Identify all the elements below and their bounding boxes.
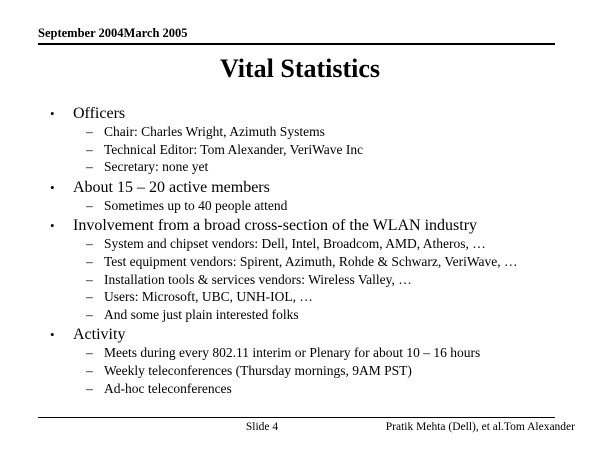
bullet-text: Chair: Charles Wright, Azimuth Systems [104, 124, 325, 139]
dash-icon: – [86, 141, 93, 157]
dash-icon: – [86, 345, 93, 361]
bullet-item-level2: – Test equipment vendors: Spirent, Azimut… [50, 253, 584, 271]
bullet-text: Technical Editor: Tom Alexander, VeriWav… [104, 141, 364, 157]
bullet-icon: • [50, 327, 55, 343]
bullet-item-level2: – And some just plain interested folks [50, 306, 584, 324]
header-date-text: September 2004March 2005 [38, 26, 188, 40]
slide-number: Slide 4 [245, 421, 279, 433]
dash-icon: – [86, 124, 93, 139]
bullet-item-level2: – System and chipset vendors: Dell, Intel… [50, 235, 584, 253]
bullet-text: Test equipment vendors: Spirent, Azimuth… [104, 253, 518, 269]
bullet-text: Weekly teleconferences (Thursday morning… [104, 362, 412, 378]
slide-header: September 2004March 2005 [38, 24, 555, 45]
bullet-item-level2: – Chair: Charles Wright, Azimuth Systems [50, 123, 584, 141]
bullet-text: And some just plain interested folks [104, 306, 299, 322]
bullet-text: System and chipset vendors: Dell, Intel,… [104, 236, 486, 252]
bullet-item-level2: – Installation tools & services vendors: … [50, 271, 584, 289]
bullet-item-level1: • Officers [50, 104, 584, 123]
dash-icon: – [86, 362, 93, 378]
bullet-text: Secretary: none yet [104, 159, 209, 175]
bullet-text: Meets during every 802.11 interim or Ple… [104, 345, 481, 361]
dash-icon: – [86, 380, 93, 396]
bullet-list: • Officers – Chair: Charles Wright, Azimuth… [50, 102, 584, 397]
bullet-text: Involvement from a broad cross-section o… [73, 217, 478, 235]
bullet-text: Activity [73, 326, 126, 344]
footer-divider [38, 417, 555, 418]
bullet-item-level1: • Involvement from a broad cross-section … [50, 216, 584, 235]
bullet-text: About 15 – 20 active members [73, 178, 270, 196]
bullet-item-level2: – Meets during every 802.11 interim or Pl… [50, 344, 584, 362]
bullet-item-level2: – Weekly teleconferences (Thursday mornin… [50, 362, 584, 380]
bullet-icon: • [50, 106, 55, 121]
bullet-icon: • [50, 179, 55, 195]
dash-icon: – [86, 159, 93, 175]
bullet-item-level2: – Technical Editor: Tom Alexander, VeriWa… [50, 141, 584, 159]
bullet-text: Ad-hoc teleconferences [104, 380, 232, 396]
bullet-text: Users: Microsoft, UBC, UNH-IOL, … [104, 289, 313, 305]
bullet-item-level1: • Activity [50, 325, 584, 344]
dash-icon: – [86, 253, 93, 269]
footer-authors: Pratik Mehta (Dell), et al.Tom Alexander [385, 421, 575, 433]
dash-icon: – [86, 271, 93, 287]
bullet-item-level2: – Sometimes up to 40 people attend [50, 197, 584, 215]
dash-icon: – [86, 236, 93, 252]
dash-icon: – [86, 289, 93, 305]
bullet-item-level2: – Users: Microsoft, UBC, UNH-IOL, … [50, 288, 584, 306]
bullet-item-level2: – Secretary: none yet [50, 158, 584, 176]
bullet-icon: • [50, 218, 55, 234]
dash-icon: – [86, 197, 93, 213]
bullet-text: Sometimes up to 40 people attend [104, 197, 288, 213]
bullet-text: Officers [73, 105, 126, 122]
bullet-item-level1: • About 15 – 20 active members [50, 178, 584, 197]
bullet-text: Installation tools & services vendors: W… [104, 271, 412, 287]
bullet-item-level2: – Ad-hoc teleconferences [50, 380, 584, 398]
dash-icon: – [86, 306, 93, 322]
slide-title: Vital Statistics [219, 54, 381, 83]
